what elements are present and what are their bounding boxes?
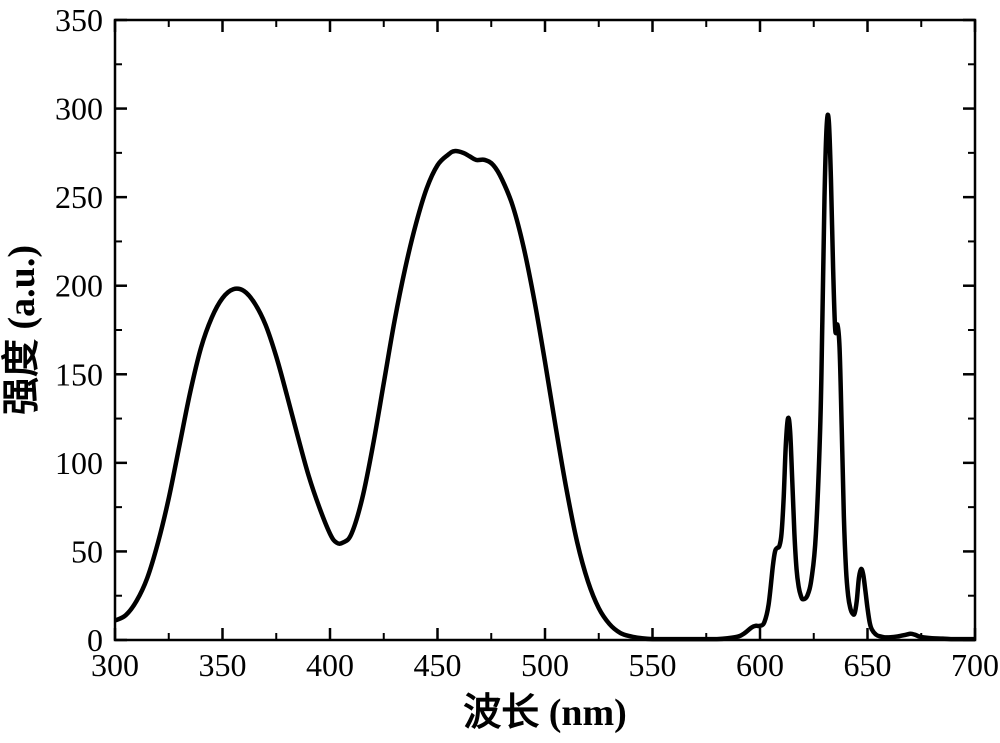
y-tick-label: 200: [55, 268, 103, 304]
x-tick-label: 650: [844, 647, 892, 683]
x-tick-label: 500: [521, 647, 569, 683]
y-tick-label: 150: [55, 356, 103, 392]
chart-container: 300 350 400 450 500 550 600 650 700 0 50 100 150 200 2…: [0, 0, 1000, 743]
x-axis-title: 波长 (nm): [463, 692, 627, 734]
x-tick-label: 450: [414, 647, 462, 683]
x-tick-label: 550: [629, 647, 677, 683]
spectrum-chart: 300 350 400 450 500 550 600 650 700 0 50 100 150 200 2…: [0, 0, 1000, 743]
y-axis-title: 强度 (a.u.): [1, 245, 43, 415]
y-tick-label: 350: [55, 2, 103, 38]
x-tick-label: 700: [951, 647, 999, 683]
x-tick-label: 600: [736, 647, 784, 683]
y-tick-label: 300: [55, 91, 103, 127]
y-tick-label: 250: [55, 179, 103, 215]
y-tick-label: 50: [71, 533, 103, 569]
x-tick-label: 400: [306, 647, 354, 683]
y-tick-label: 0: [87, 622, 103, 658]
y-tick-label: 100: [55, 445, 103, 481]
x-tick-label: 350: [199, 647, 247, 683]
